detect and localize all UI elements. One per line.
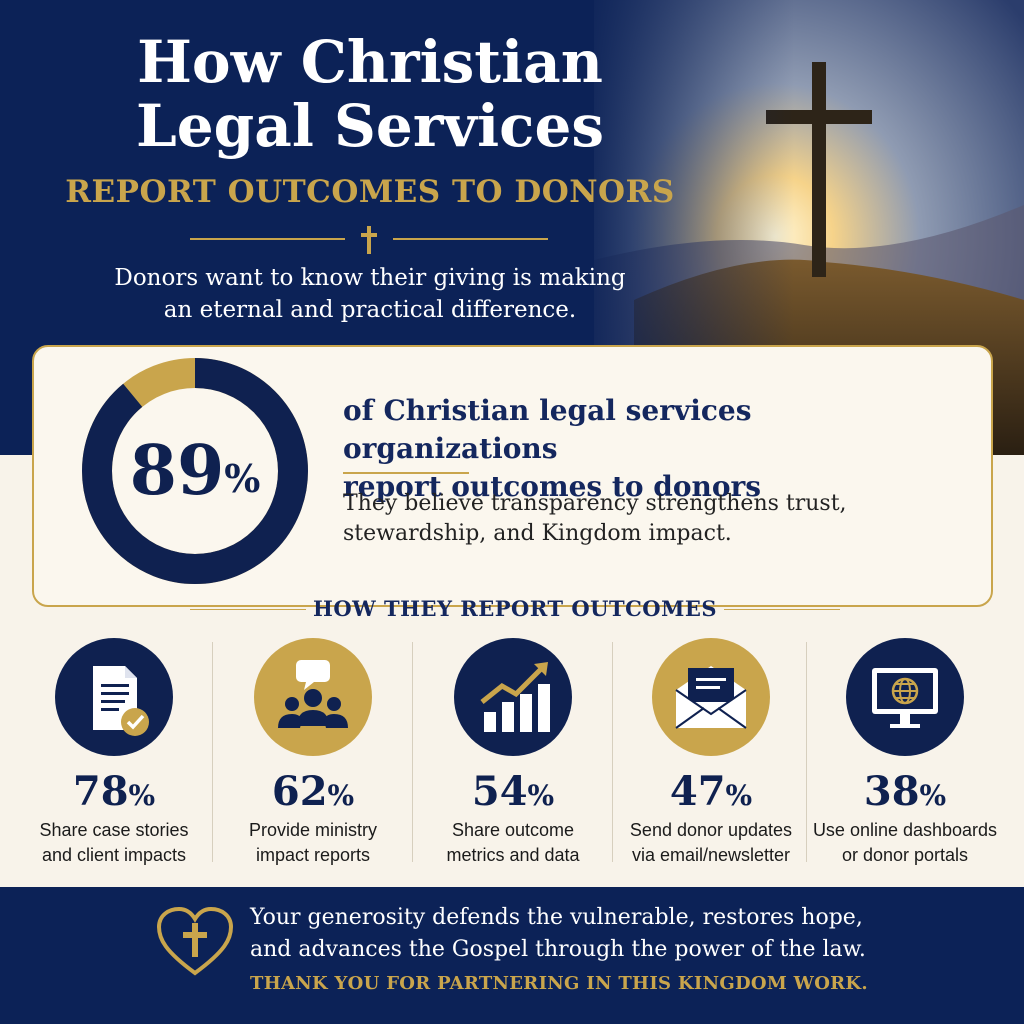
method-outcome-metrics: 54% Share outcome metrics and data [414, 636, 612, 876]
method-value: 54 [471, 768, 528, 815]
stat-headline: of Christian legal services organization… [343, 394, 762, 503]
cross-icon [361, 226, 377, 254]
method-online-dashboards: 38% Use online dashboards or donor porta… [806, 636, 1004, 876]
intro-text: Donors want to know their giving is maki… [114, 265, 626, 323]
stat-divider [343, 472, 469, 474]
footer-thanks: THANK YOU FOR PARTNERING IN THIS KINGDOM… [250, 973, 868, 994]
divider-right [393, 238, 548, 240]
group-speech-icon [254, 638, 372, 756]
method-value: 38 [863, 768, 920, 815]
section-title: HOW THEY REPORT OUTCOMES [312, 596, 718, 621]
method-ministry-reports: 62% Provide ministry impact reports [214, 636, 412, 876]
page-subtitle: REPORT OUTCOMES TO DONORS [65, 174, 675, 210]
stat-description: They believe transparency strengthens tr… [343, 491, 847, 546]
method-label: Share outcome metrics and data [446, 820, 580, 865]
method-case-stories: 78% Share case stories and client impact… [15, 636, 213, 876]
section-line-right [724, 609, 840, 610]
method-value: 62 [271, 768, 328, 815]
method-label: Send donor updates via email/newsletter [629, 820, 793, 865]
heart-cross-icon [156, 906, 234, 976]
bar-chart-growth-icon [454, 638, 572, 756]
method-donor-updates: 47% Send donor updates via email/newslet… [612, 636, 810, 876]
page-title: How Christian Legal Services [136, 28, 604, 160]
method-label: Provide ministry impact reports [248, 820, 378, 865]
envelope-icon [652, 638, 770, 756]
method-value: 47 [669, 768, 726, 815]
donut-chart [82, 358, 308, 584]
method-value: 78 [72, 768, 129, 815]
stat-value: 89% [129, 431, 261, 511]
footer-message: Your generosity defends the vulnerable, … [250, 905, 866, 962]
document-check-icon [55, 638, 173, 756]
method-label: Use online dashboards or donor portals [812, 820, 998, 865]
monitor-globe-icon [846, 638, 964, 756]
method-label: Share case stories and client impacts [39, 820, 189, 865]
donut-value-arc [82, 358, 308, 584]
section-line-left [190, 609, 306, 610]
divider-left [190, 238, 345, 240]
